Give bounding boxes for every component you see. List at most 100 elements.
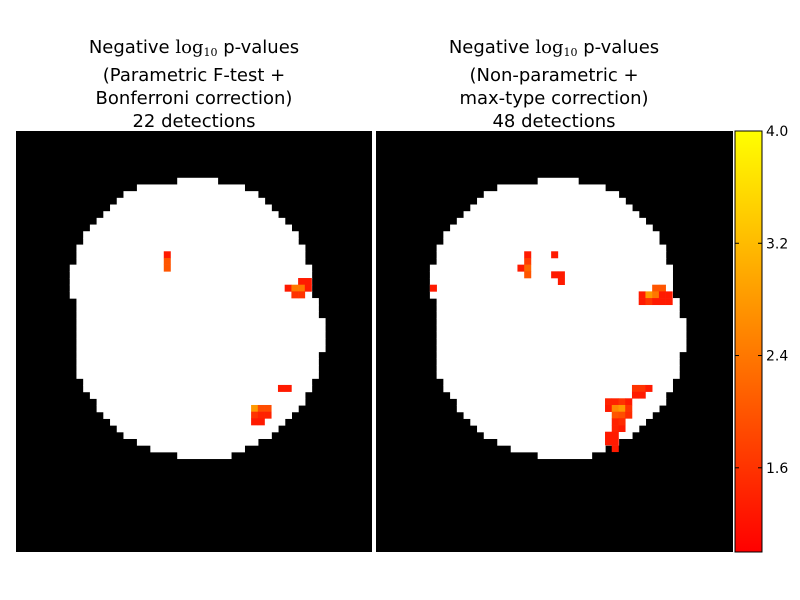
detection-voxel [257, 418, 265, 426]
detection-voxel [264, 411, 272, 419]
colorbar-tick-label: 4.0 [766, 124, 788, 140]
detection-voxel [429, 284, 437, 292]
brain-mask-row [177, 451, 232, 460]
detection-voxel [611, 398, 619, 406]
detection-voxel [251, 411, 259, 419]
brain-mask-row [443, 237, 660, 246]
detection-voxel [304, 278, 312, 285]
brain-mask-row [76, 298, 319, 306]
detection-voxel [611, 418, 619, 426]
detection-voxel [284, 284, 292, 292]
detection-voxel [557, 271, 565, 279]
right-heatmap-panel [376, 131, 733, 552]
brain-mask-row [537, 451, 593, 460]
detection-voxel [618, 398, 626, 406]
brain-mask-row [96, 404, 299, 413]
brain-mask-row [443, 384, 673, 393]
detection-voxel [524, 257, 532, 265]
detection-voxel [611, 425, 619, 433]
detection-voxel [611, 404, 619, 412]
detection-voxel [605, 438, 613, 446]
colorbar-frame [734, 130, 763, 553]
brain-mask-row [110, 204, 272, 212]
detection-voxel [625, 404, 633, 412]
brain-mask-row [177, 177, 219, 186]
brain-mask-row [443, 378, 673, 386]
brain-mask-row [483, 431, 633, 439]
detection-voxel [638, 298, 646, 306]
brain-mask-row [470, 418, 647, 426]
detection-voxel [631, 391, 639, 399]
brain-mask-row [136, 438, 259, 446]
colorbar-tick-label: 2.4 [766, 349, 788, 365]
brain-mask-row [89, 391, 306, 399]
left-panel-title: Negative log10 p-values (Parametric F-te… [88, 37, 300, 132]
detection-voxel [524, 264, 532, 272]
brain-mask-row [76, 364, 319, 373]
detection-voxel [524, 251, 532, 259]
detection-voxel [618, 404, 626, 412]
detection-voxel [524, 271, 532, 279]
detection-voxel [257, 404, 265, 412]
brain-mask-row [436, 364, 680, 373]
detection-voxel [163, 257, 171, 265]
brain-mask-row [76, 331, 326, 339]
detection-voxel [251, 418, 259, 426]
brain-mask-row [123, 431, 272, 439]
brain-mask-row [76, 244, 306, 252]
detection-voxel [625, 411, 633, 419]
brain-mask-row [436, 318, 687, 326]
brain-mask-row [450, 224, 653, 232]
detection-voxel [665, 291, 673, 299]
colorbar-tick-label: 1.6 [766, 461, 788, 477]
brain-mask-row [436, 304, 680, 313]
brain-mask-row [76, 358, 319, 366]
brain-mask-row [477, 425, 640, 433]
detection-voxel [618, 425, 626, 433]
colorbar-tick-label: 3.2 [766, 236, 788, 252]
brain-mask-row [429, 264, 673, 272]
detection-voxel [618, 418, 626, 426]
brain-mask-row [96, 398, 306, 406]
brain-mask-row [436, 358, 680, 366]
brain-mask-row [83, 231, 299, 239]
brain-mask-row [83, 378, 313, 386]
detection-voxel [298, 291, 306, 299]
brain-mask-row [76, 257, 306, 266]
brain-mask-row [436, 257, 667, 266]
detection-voxel [638, 384, 646, 392]
detection-voxel [652, 291, 660, 299]
brain-mask-row [76, 324, 326, 333]
brain-mask-row [463, 411, 653, 419]
brain-mask-row [150, 445, 245, 453]
brain-mask-row [537, 177, 579, 186]
brain-mask-row [76, 371, 319, 379]
brain-mask-row [436, 331, 687, 339]
colorbar-gradient [735, 131, 762, 552]
detection-voxel [611, 445, 619, 453]
brain-mask-row [69, 291, 313, 299]
detection-voxel [638, 291, 646, 299]
brain-mask-row [436, 351, 680, 359]
brain-mask-row [436, 244, 667, 252]
brain-mask-row [456, 217, 647, 226]
detection-voxel [551, 251, 559, 259]
brain-mask-row [69, 271, 313, 279]
brain-mask-row [450, 391, 667, 399]
brain-mask-row [116, 197, 266, 206]
detection-voxel [517, 264, 525, 272]
brain-mask-row [456, 398, 667, 406]
brain-mask-row [116, 425, 279, 433]
detection-voxel [284, 384, 292, 392]
detection-voxel [291, 284, 299, 292]
detection-voxel [298, 284, 306, 292]
brain-mask-row [436, 338, 687, 346]
brain-mask-row [69, 264, 313, 272]
colorbar: 1.6 2.4 3.2 4.0 [734, 124, 788, 553]
detection-voxel [291, 291, 299, 299]
detection-voxel [645, 291, 653, 299]
brain-mask-row [110, 418, 286, 426]
brain-mask-row [470, 204, 633, 212]
brain-mask-row [510, 445, 606, 453]
brain-mask-row [89, 224, 292, 232]
